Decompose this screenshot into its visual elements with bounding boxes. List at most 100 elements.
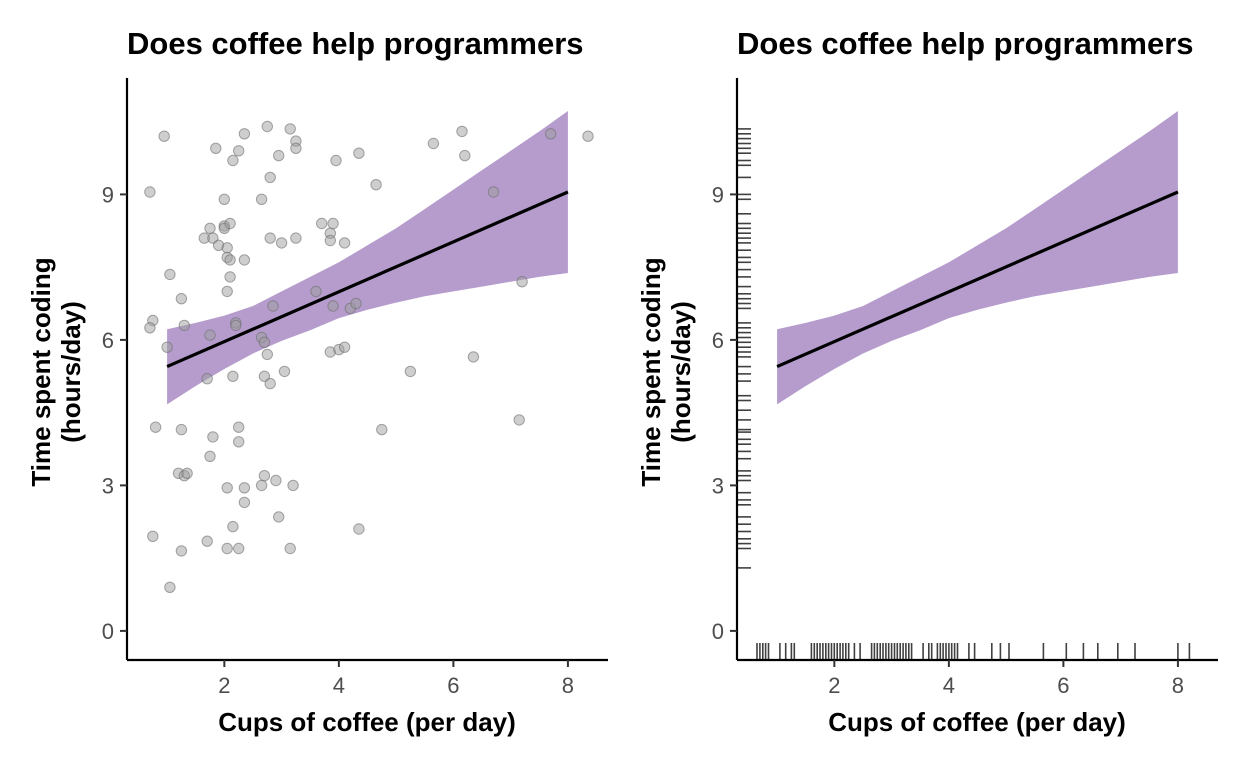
data-point (207, 431, 219, 443)
data-point (233, 436, 245, 448)
y-axis-label-line2: (hours/day) (56, 301, 86, 443)
y-tick-label: 3 (712, 473, 724, 498)
y-tick-label: 0 (102, 619, 114, 644)
x-tick-label: 4 (333, 673, 345, 698)
data-point (255, 479, 268, 492)
data-point (161, 341, 173, 353)
rug-marks (737, 128, 1191, 660)
data-point (227, 154, 239, 167)
data-point (175, 545, 188, 557)
data-point (278, 365, 291, 378)
x-tick-label: 8 (1172, 673, 1184, 698)
plot-title: Does coffee help programmers (127, 26, 584, 61)
x-axis-label: Cups of coffee (per day) (828, 707, 1126, 737)
data-point (275, 237, 288, 249)
data-point (233, 145, 245, 157)
data-point (376, 423, 388, 436)
y-axis-label-line2: (hours/day) (666, 301, 696, 443)
data-point (330, 154, 342, 167)
data-point (221, 542, 233, 555)
y-tick-label: 6 (102, 328, 114, 353)
data-point (284, 123, 296, 135)
data-point (338, 237, 351, 249)
data-point (149, 421, 162, 433)
data-point (227, 520, 239, 533)
data-point (201, 373, 213, 385)
data-point (204, 222, 216, 235)
data-point (233, 421, 245, 433)
fit-line (166, 190, 569, 369)
data-point (238, 482, 251, 494)
x-tick-label: 4 (943, 673, 955, 698)
confidence-band (167, 111, 568, 405)
y-tick-label: 9 (712, 182, 724, 207)
data-point (238, 128, 251, 140)
y-axis-label-line1: Time spent coding (636, 257, 666, 486)
regression-line (166, 190, 569, 369)
confidence-band (777, 111, 1178, 405)
data-point (224, 254, 236, 266)
data-point (204, 450, 216, 462)
left-panel: 2 4 6 8 0 3 6 9 Does coffee help programmers Cu… (26, 26, 608, 737)
data-point (545, 128, 557, 140)
x-tick-label: 6 (447, 673, 459, 698)
data-point (181, 467, 193, 479)
x-tick-label: 2 (218, 673, 230, 698)
data-point (164, 268, 176, 281)
data-point (273, 149, 285, 162)
data-point (175, 423, 188, 436)
data-point (316, 217, 328, 230)
y-tick-label: 6 (712, 328, 724, 353)
data-point (258, 470, 271, 482)
data-point (255, 193, 268, 206)
data-point (238, 254, 251, 266)
data-point (310, 285, 322, 298)
data-point (147, 530, 159, 542)
data-point (427, 137, 440, 150)
data-point (261, 348, 273, 361)
data-point (221, 285, 233, 298)
data-point (273, 511, 285, 523)
data-point (221, 482, 233, 494)
data-point (210, 142, 222, 155)
data-point (144, 186, 156, 198)
data-point (144, 322, 156, 334)
data-point (230, 319, 242, 332)
data-point (324, 234, 336, 247)
confidence-ribbon (777, 111, 1178, 405)
data-point (221, 242, 233, 254)
data-point (267, 300, 279, 312)
data-point (516, 276, 528, 288)
data-point (258, 336, 271, 348)
data-point (290, 232, 302, 244)
data-point (459, 149, 471, 162)
ticks: 2 4 6 8 0 3 6 9 (102, 182, 574, 698)
data-point (404, 365, 417, 378)
fit-line (776, 190, 1179, 369)
data-point (327, 300, 339, 312)
data-point (582, 130, 594, 142)
data-point (270, 474, 282, 487)
data-point (456, 125, 468, 138)
data-point (261, 120, 273, 133)
data-point (178, 319, 191, 332)
data-point (175, 293, 188, 305)
x-tick-label: 6 (1057, 673, 1069, 698)
x-tick-label: 2 (828, 673, 840, 698)
data-point (290, 142, 302, 155)
data-point (338, 341, 351, 353)
data-point (327, 217, 339, 230)
data-point (233, 542, 245, 555)
data-point (264, 171, 276, 184)
x-axis-label: Cups of coffee (per day) (218, 707, 516, 737)
data-point (227, 370, 239, 382)
data-point (218, 193, 231, 206)
regression-line (776, 190, 1179, 369)
data-point (238, 496, 251, 509)
confidence-ribbon (167, 111, 568, 405)
data-point (264, 377, 276, 390)
axes (125, 78, 608, 662)
y-tick-label: 3 (102, 473, 114, 498)
plot-title: Does coffee help programmers (737, 26, 1194, 61)
axes (735, 78, 1218, 662)
